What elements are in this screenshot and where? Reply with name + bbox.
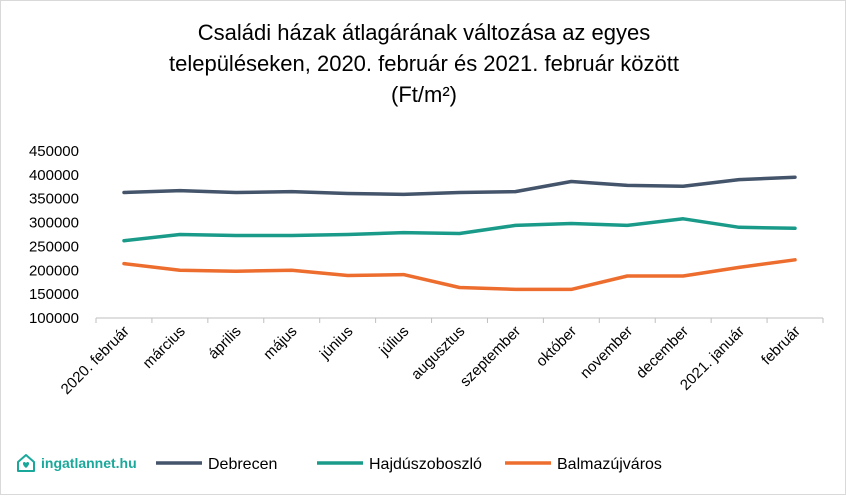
x-tick-label: július: [376, 323, 413, 360]
y-tick-label: 200000: [29, 262, 79, 279]
series-line-hajdúszoboszló: [122, 217, 797, 243]
legend-label: Balmazújváros: [557, 456, 662, 473]
y-tick-label: 250000: [29, 238, 79, 255]
title-line-2: településeken, 2020. február és 2021. fe…: [168, 51, 679, 76]
y-tick-label: 300000: [29, 215, 79, 232]
x-tick-label: október: [533, 323, 580, 370]
house-heart-icon: [17, 454, 35, 472]
legend-label: Hajdúszoboszló: [369, 456, 482, 473]
y-tick-label: 150000: [29, 286, 79, 303]
legend-label: Debrecen: [208, 456, 277, 473]
x-tick-label: november: [577, 323, 636, 382]
x-tick-label: június: [316, 323, 356, 363]
title-line-3: (Ft/m²): [391, 82, 457, 107]
x-tick-label: 2020. február: [58, 323, 133, 398]
series-line-balmazújváros: [122, 258, 797, 292]
chart-title: Családi házak átlagárának változása az e…: [1, 17, 846, 110]
x-tick-label: március: [140, 323, 189, 372]
x-tick-label: április: [205, 323, 245, 363]
y-tick-label: 350000: [29, 191, 79, 208]
title-line-1: Családi házak átlagárának változása az e…: [197, 20, 651, 45]
x-tick-label: augusztus: [408, 323, 468, 383]
x-tick-label: december: [633, 323, 692, 382]
y-tick-label: 450000: [29, 143, 79, 160]
series-line-debrecen: [122, 175, 797, 197]
x-tick-label: szeptember: [457, 323, 524, 390]
logo-text: ingatlannet.hu: [41, 455, 137, 471]
x-tick-label: február: [758, 323, 804, 369]
ingatlannet-logo: ingatlannet.hu: [15, 452, 137, 474]
y-tick-label: 100000: [29, 310, 79, 327]
x-tick-label: május: [260, 323, 300, 363]
y-tick-label: 400000: [29, 167, 79, 184]
